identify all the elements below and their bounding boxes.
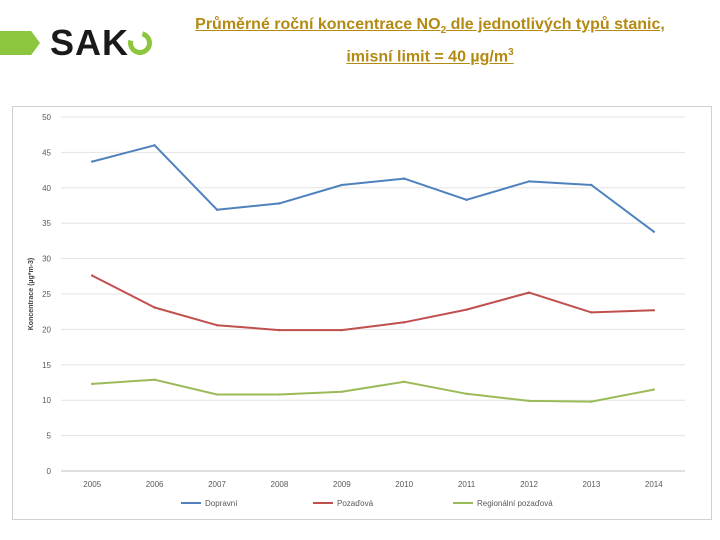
- x-tick-label: 2014: [645, 480, 663, 489]
- data-point: [652, 230, 655, 233]
- data-point: [340, 328, 343, 332]
- title-line-1: Průměrné roční koncentrace NO2 dle jedno…: [160, 14, 700, 42]
- data-point: [91, 382, 94, 386]
- y-tick-label: 35: [42, 219, 51, 228]
- series-line-2: [92, 378, 654, 403]
- title-line2-sup: 3: [508, 47, 514, 59]
- x-tick-label: 2013: [583, 480, 601, 489]
- x-tick-label: 2010: [395, 480, 413, 489]
- x-tick-label: 2008: [271, 480, 289, 489]
- data-point: [153, 378, 156, 381]
- x-tick-label: 2011: [458, 480, 476, 489]
- data-point: [91, 160, 94, 163]
- title-line1-post: dle jednotlivých typů stanic,: [446, 16, 665, 33]
- title-line-2: imisní limit = 40 µg/m3: [160, 42, 700, 68]
- data-point: [215, 393, 219, 396]
- data-point: [527, 399, 531, 403]
- data-point: [278, 202, 281, 205]
- data-point: [278, 393, 281, 396]
- data-point: [465, 308, 468, 311]
- title-line2-pre: imisní limit = 40 µg/m: [346, 48, 509, 66]
- data-point: [590, 183, 593, 187]
- data-point: [590, 311, 593, 314]
- x-tick-label: 2006: [146, 480, 164, 489]
- data-point: [465, 198, 468, 202]
- data-point: [153, 144, 156, 147]
- data-point: [403, 321, 406, 324]
- data-point: [340, 390, 343, 393]
- y-tick-label: 15: [42, 361, 51, 370]
- x-tick-label: 2012: [520, 480, 538, 489]
- data-point: [652, 388, 655, 391]
- y-tick-label: 30: [42, 255, 51, 264]
- x-tick-label: 2009: [333, 480, 351, 489]
- x-tick-label: 2005: [83, 480, 101, 489]
- y-tick-label: 20: [42, 325, 51, 334]
- y-tick-label: 0: [47, 467, 52, 476]
- data-point: [215, 208, 219, 211]
- y-tick-label: 5: [47, 432, 52, 441]
- data-point: [527, 180, 531, 183]
- y-tick-label: 45: [42, 148, 51, 157]
- y-tick-label: 50: [42, 113, 51, 122]
- series-line-0: [91, 144, 655, 233]
- data-point: [215, 323, 219, 327]
- data-point: [590, 400, 593, 403]
- line-chart: 0 5 10 15 20 25 30 35 40 45 50 2005 2006 2007 2008 2009…: [28, 113, 685, 508]
- y-axis-label: Koncentrace (µg*m-3): [28, 258, 35, 331]
- data-point: [153, 306, 156, 309]
- y-tick-label: 10: [42, 396, 51, 405]
- legend-entry: Pozaďová: [337, 499, 374, 508]
- slide-title: Průměrné roční koncentrace NO2 dle jedno…: [160, 14, 700, 69]
- data-point: [403, 380, 406, 383]
- data-point: [652, 309, 655, 312]
- data-point: [278, 328, 281, 332]
- chart-frame: 0 5 10 15 20 25 30 35 40 45 50 2005 2006 2007 2008 2009…: [12, 106, 712, 520]
- title-line1-pre: Průměrné roční koncentrace NO: [195, 16, 441, 33]
- brand-logo: SAK: [50, 22, 130, 63]
- data-point: [403, 177, 406, 180]
- legend-entry: Dopravní: [205, 499, 238, 508]
- data-point: [527, 291, 531, 294]
- y-tick-label: 40: [42, 184, 51, 193]
- data-point: [465, 392, 468, 396]
- x-tick-label: 2007: [208, 480, 226, 489]
- legend-entry: Regionální pozaďová: [477, 499, 553, 508]
- data-point: [91, 274, 94, 277]
- title-line1-sub: 2: [440, 25, 447, 37]
- y-tick-label: 25: [42, 290, 51, 299]
- brand-arrow-icon: [0, 31, 40, 55]
- data-point: [340, 183, 343, 187]
- series-line-1: [91, 274, 654, 332]
